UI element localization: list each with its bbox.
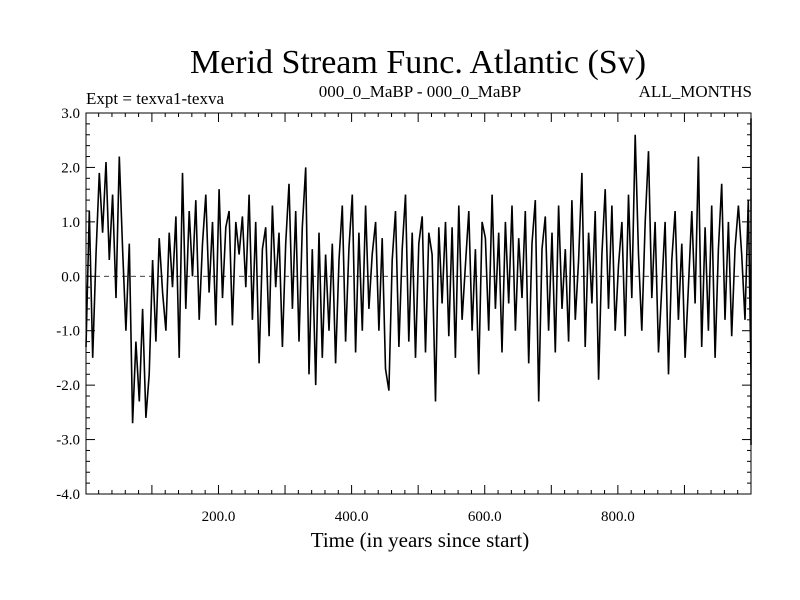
ticks-layer: -4.0 -3.0 -2.0 -1.0 0.0 1.0 2.0 3.0 200.0 400.0 60… (56, 106, 752, 525)
x-tick-label: 400.0 (335, 509, 369, 525)
y-tick-label: 3.0 (61, 106, 80, 122)
months-label: ALL_MONTHS (639, 82, 752, 101)
series-line (85, 118, 752, 445)
y-tick-label: -3.0 (56, 433, 80, 449)
experiment-label: Expt = texva1-texva (86, 89, 224, 108)
x-tick-label: 600.0 (468, 509, 502, 525)
y-tick-label: -4.0 (56, 487, 80, 503)
y-tick-label: 2.0 (61, 160, 80, 176)
y-tick-label: -1.0 (56, 324, 80, 340)
y-tick-label: 0.0 (61, 269, 80, 285)
y-tick-label: 1.0 (61, 215, 80, 231)
period-label: 000_0_MaBP - 000_0_MaBP (319, 82, 521, 101)
y-tick-label: -2.0 (56, 378, 80, 394)
x-tick-label: 800.0 (601, 509, 635, 525)
plot-frame (85, 112, 752, 495)
x-axis-title: Time (in years since start) (311, 528, 530, 552)
x-tick-label: 200.0 (202, 509, 236, 525)
chart-title: Merid Stream Func. Atlantic (Sv) (190, 44, 646, 81)
series-layer (85, 118, 752, 445)
